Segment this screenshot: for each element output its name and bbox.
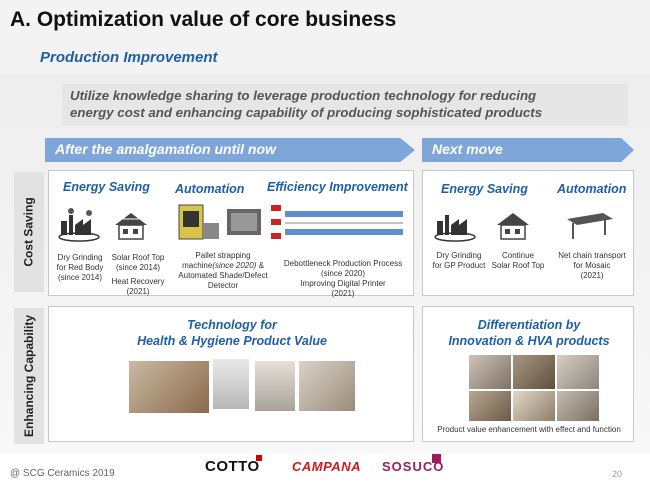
factory-icon [58, 208, 100, 242]
row-label-cost-saving: Cost Saving [14, 172, 44, 292]
solar-roof-text: Solar Roof Top (since 2014) [105, 253, 171, 273]
phase-arrow-current: After the amalgamation until now [45, 138, 415, 162]
next-solar-line1: Continue [501, 251, 535, 260]
net-chain-line1: Net chain transport [558, 251, 626, 260]
diff-title-line1: Differentiation by [477, 318, 581, 332]
dry-grinding-line2: for Red Body [56, 263, 104, 272]
heat-recovery-line1: Heat Recovery [111, 277, 165, 286]
next-solar-roof-text: Continue Solar Roof Top [485, 251, 551, 271]
pallet-line2a: machine [182, 261, 213, 270]
panel-cost-current: Energy Saving Automation Efficiency Impr… [48, 170, 414, 299]
pallet-line2c: & [256, 261, 264, 270]
health-title-line2: Health & Hygiene Product Value [137, 334, 327, 348]
row-label-cost-text: Cost Saving [22, 197, 37, 267]
title-bar [0, 0, 650, 74]
copyright-text: @ SCG Ceramics 2019 [10, 468, 115, 479]
product-photo-family [129, 361, 209, 413]
production-line-icon [271, 205, 403, 239]
pallet-line1: Pallet strapping [195, 251, 251, 260]
dry-grinding-line3: (since 2014) [57, 273, 103, 282]
debottleneck-line2: (since 2020) [320, 269, 366, 278]
phase-label-current: After the amalgamation until now [55, 141, 276, 157]
solar-roof-line2: (since 2014) [115, 263, 161, 272]
diff-title-line2: Innovation & HVA products [448, 334, 610, 348]
phase-label-next: Next move [432, 141, 503, 157]
product-photo-bathroom [255, 361, 295, 411]
net-chain-conveyor-icon [567, 213, 613, 239]
category-automation: Automation [175, 182, 245, 196]
cotto-logo: COTTO [205, 458, 260, 475]
health-hygiene-title: Technology for Health & Hygiene Product … [89, 317, 375, 349]
next-factory-icon [434, 215, 476, 242]
pallet-line3: Automated Shade/Defect [178, 271, 268, 280]
product-photo-mother-child [299, 361, 355, 411]
tile-sample-2 [513, 355, 555, 389]
panel-enhancing-next: Differentiation by Innovation & HVA prod… [422, 306, 634, 442]
next-solar-line2: Solar Roof Top [491, 261, 545, 270]
solar-roof-line1: Solar Roof Top [111, 253, 165, 262]
health-title-line1: Technology for [187, 318, 277, 332]
next-dry-grinding-line2: for GP Product [432, 261, 486, 270]
debottleneck-line1: Debottleneck Production Process [283, 259, 403, 268]
phase-arrow-next: Next move [422, 138, 634, 162]
summary-banner: Utilize knowledge sharing to leverage pr… [62, 84, 628, 126]
strapping-machine-icon [178, 204, 219, 240]
differentiation-title: Differentiation by Innovation & HVA prod… [429, 317, 629, 349]
category-energy-saving: Energy Saving [63, 180, 150, 194]
sosuco-logo-mark [432, 454, 441, 463]
next-category-automation: Automation [557, 182, 627, 196]
heat-recovery-line2: (2021) [126, 287, 150, 296]
row-label-enhancing-text: Enhancing Capability [22, 314, 37, 438]
tile-sample-1 [469, 355, 511, 389]
page-number: 20 [612, 469, 623, 479]
next-dry-grinding-text: Dry Grinding for GP Product [427, 251, 491, 271]
row-label-enhancing: Enhancing Capability [14, 308, 44, 444]
panel-cost-next: Energy Saving Automation Dry Grinding fo… [422, 170, 634, 296]
sosuco-logo: SOSUCO [382, 459, 445, 474]
net-chain-text: Net chain transport for Mosaic (2021) [551, 251, 633, 281]
digital-printer-line2: (2021) [331, 289, 355, 298]
debottleneck-text: Debottleneck Production Process (since 2… [273, 259, 413, 299]
defect-detector-icon [227, 209, 261, 235]
tile-sample-5 [513, 391, 555, 421]
tile-sample-4 [469, 391, 511, 421]
net-chain-line2: for Mosaic [573, 261, 611, 270]
dry-grinding-red-body-text: Dry Grinding for Red Body (since 2014) [51, 253, 109, 283]
next-solar-roof-icon [497, 213, 529, 240]
net-chain-line3: (2021) [580, 271, 604, 280]
pallet-strapping-text: Pallet strapping machine(since 2020) & A… [173, 251, 273, 291]
tile-sample-6 [557, 391, 599, 421]
campana-logo: CAMPANA [292, 459, 361, 474]
panel-enhancing-current: Technology for Health & Hygiene Product … [48, 306, 414, 442]
category-efficiency: Efficiency Improvement [267, 180, 408, 194]
next-dry-grinding-line1: Dry Grinding [436, 251, 482, 260]
digital-printer-line1: Improving Digital Printer [300, 279, 386, 288]
product-photo-panel [213, 359, 249, 409]
next-category-energy-saving: Energy Saving [441, 182, 528, 196]
product-value-caption: Product value enhancement with effect an… [437, 425, 621, 434]
heat-recovery-text: Heat Recovery (2021) [105, 277, 171, 297]
page-subtitle: Production Improvement [40, 49, 218, 66]
solar-roof-icon [115, 213, 147, 240]
pallet-line2b: (since 2020) [212, 261, 257, 270]
banner-line-2: energy cost and enhancing capability of … [70, 105, 543, 120]
tile-sample-3 [557, 355, 599, 389]
page-title: A. Optimization value of core business [10, 8, 397, 31]
cotto-logo-mark [256, 455, 262, 461]
pallet-line4: Detector [207, 281, 239, 290]
banner-line-1: Utilize knowledge sharing to leverage pr… [70, 88, 537, 103]
dry-grinding-line1: Dry Grinding [57, 253, 103, 262]
